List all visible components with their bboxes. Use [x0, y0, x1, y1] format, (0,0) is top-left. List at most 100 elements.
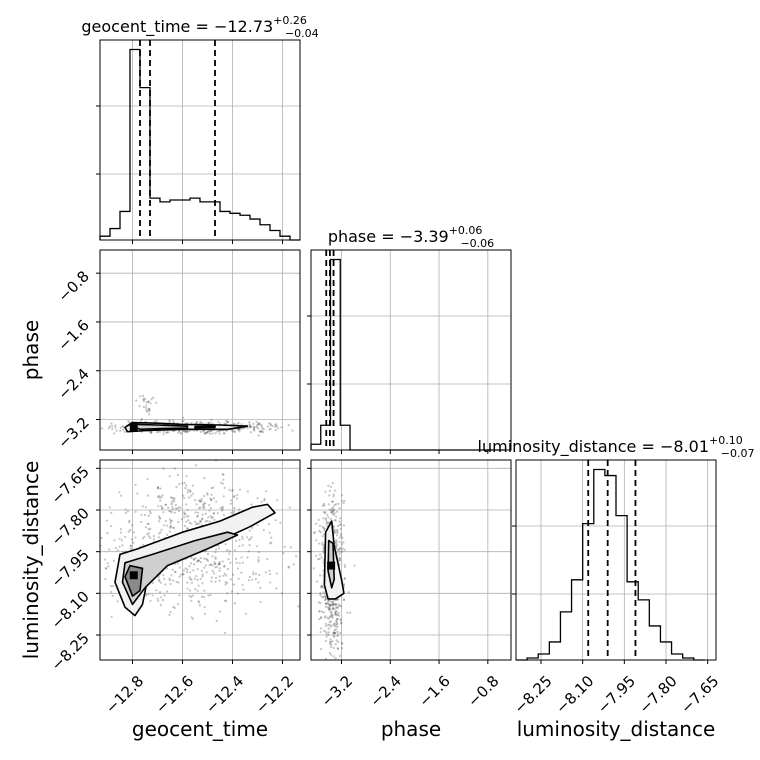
- sample-point: [101, 427, 104, 430]
- sample-point: [339, 559, 342, 562]
- sample-point: [320, 595, 323, 598]
- sample-point: [201, 430, 204, 433]
- sample-point: [330, 509, 334, 512]
- sample-point: [199, 430, 202, 433]
- sample-point: [178, 575, 181, 578]
- sample-point: [210, 487, 213, 490]
- sample-point: [207, 516, 210, 519]
- scatter-panel-phase-vs-luminosity_distance: [307, 459, 512, 664]
- sample-point: [218, 430, 221, 433]
- sample-point: [264, 571, 267, 574]
- sample-point: [190, 494, 193, 497]
- sample-point: [324, 602, 327, 605]
- sample-point: [254, 578, 257, 581]
- sample-point: [353, 564, 356, 567]
- sample-point: [203, 566, 206, 569]
- sample-point: [181, 416, 185, 419]
- sample-point: [324, 602, 328, 606]
- sample-point: [329, 518, 333, 521]
- sample-point: [247, 579, 250, 582]
- sample-point: [190, 616, 193, 619]
- x-tick-label: −3.2: [318, 672, 356, 710]
- sample-point: [320, 556, 323, 559]
- sample-point: [257, 581, 260, 584]
- sample-point: [191, 484, 195, 487]
- sample-point: [321, 541, 324, 544]
- sample-point: [100, 536, 103, 540]
- sample-point: [322, 550, 325, 553]
- sample-point: [338, 557, 341, 560]
- sample-point: [334, 603, 337, 606]
- sample-point: [327, 633, 330, 637]
- sample-point: [195, 575, 198, 578]
- sample-point: [233, 494, 236, 498]
- sample-point: [217, 563, 220, 566]
- sample-point: [196, 560, 199, 563]
- sample-point: [267, 523, 271, 526]
- y-tick-label: −1.6: [54, 316, 92, 354]
- sample-point: [262, 528, 265, 532]
- sample-point: [332, 607, 335, 610]
- sample-point: [193, 577, 196, 580]
- sample-point: [176, 562, 179, 565]
- sample-point: [261, 431, 264, 434]
- sample-point: [322, 548, 325, 551]
- sample-point: [248, 575, 251, 579]
- sample-point: [335, 503, 338, 506]
- sample-point: [297, 605, 300, 608]
- sample-point: [332, 508, 335, 511]
- sample-point: [347, 591, 350, 594]
- sample-point: [141, 505, 144, 508]
- sample-point: [129, 544, 132, 548]
- sample-point: [203, 612, 207, 615]
- sample-point: [215, 565, 218, 568]
- sample-point: [336, 625, 339, 629]
- sample-point: [179, 432, 182, 435]
- sample-point: [142, 400, 145, 403]
- sample-point: [253, 426, 256, 429]
- sample-point: [183, 524, 186, 528]
- sample-point: [209, 497, 212, 500]
- sample-point: [220, 509, 224, 512]
- sample-point: [329, 511, 332, 514]
- sample-point: [186, 491, 189, 494]
- sample-point: [326, 606, 330, 609]
- sample-point: [323, 592, 326, 596]
- sample-point: [209, 515, 212, 518]
- sample-point: [197, 584, 200, 587]
- sample-point: [201, 518, 204, 521]
- sample-point: [223, 432, 226, 435]
- sample-point: [208, 520, 211, 523]
- sample-point: [233, 430, 236, 433]
- x-tick-label: −1.6: [415, 672, 453, 710]
- sample-point: [204, 502, 207, 505]
- sample-point: [274, 423, 277, 426]
- sample-point: [324, 640, 327, 643]
- sample-point: [218, 432, 221, 435]
- sample-point: [209, 421, 212, 424]
- sample-point: [282, 552, 285, 555]
- sample-point: [202, 596, 205, 599]
- sample-point: [119, 429, 122, 432]
- sample-point: [334, 611, 337, 614]
- sample-point: [255, 420, 258, 423]
- sample-point: [332, 513, 335, 517]
- sample-point: [170, 519, 173, 523]
- sample-point: [180, 432, 183, 435]
- sample-point: [146, 410, 149, 413]
- sample-point: [199, 556, 202, 560]
- sample-point: [134, 510, 137, 513]
- sample-point: [322, 529, 326, 532]
- sample-point: [339, 517, 342, 520]
- sample-point: [147, 514, 150, 518]
- sample-point: [204, 431, 207, 434]
- sample-point: [170, 503, 173, 506]
- sample-point: [198, 499, 201, 502]
- sample-point: [158, 579, 161, 583]
- sample-point: [146, 494, 149, 497]
- sample-point: [213, 561, 216, 564]
- sample-point: [334, 599, 337, 602]
- sample-point: [129, 547, 132, 550]
- sample-point: [335, 618, 338, 621]
- sample-point: [196, 514, 199, 517]
